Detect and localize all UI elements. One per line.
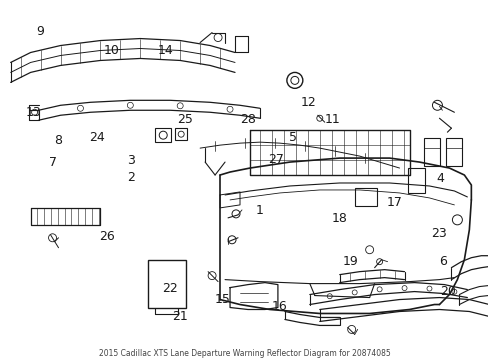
Text: 17: 17	[386, 196, 402, 209]
Text: 21: 21	[172, 310, 187, 324]
Bar	[407, 168, 425, 193]
Text: 13: 13	[26, 106, 41, 119]
Text: 12: 12	[301, 96, 316, 109]
Text: 28: 28	[240, 113, 256, 126]
Text: 20: 20	[440, 285, 455, 298]
Text: 6: 6	[439, 255, 447, 268]
Text: 2015 Cadillac XTS Lane Departure Warning Reflector Diagram for 20874085: 2015 Cadillac XTS Lane Departure Warning…	[99, 349, 389, 358]
Bar	[446, 138, 462, 166]
Text: 9: 9	[37, 25, 44, 38]
Text: 15: 15	[214, 293, 230, 306]
Text: 16: 16	[271, 300, 287, 313]
Text: 25: 25	[177, 113, 193, 126]
Text: 26: 26	[99, 230, 115, 243]
Text: 3: 3	[127, 154, 135, 167]
Text: 11: 11	[324, 113, 340, 126]
Bar	[424, 138, 440, 166]
Text: 24: 24	[89, 131, 105, 144]
Bar	[354, 188, 376, 206]
Text: 4: 4	[436, 172, 444, 185]
Text: 27: 27	[268, 153, 284, 166]
Text: 5: 5	[289, 131, 297, 144]
Bar	[155, 128, 171, 142]
Bar	[148, 260, 186, 307]
Text: 7: 7	[49, 156, 57, 169]
Text: 8: 8	[54, 134, 62, 147]
Text: 22: 22	[162, 282, 178, 295]
Text: 14: 14	[157, 44, 173, 57]
Bar	[175, 128, 187, 140]
Text: 18: 18	[331, 212, 347, 225]
Text: 19: 19	[342, 255, 358, 268]
Text: 1: 1	[255, 204, 263, 217]
Text: 10: 10	[104, 44, 120, 57]
Text: 23: 23	[430, 226, 446, 239]
Text: 2: 2	[127, 171, 135, 184]
